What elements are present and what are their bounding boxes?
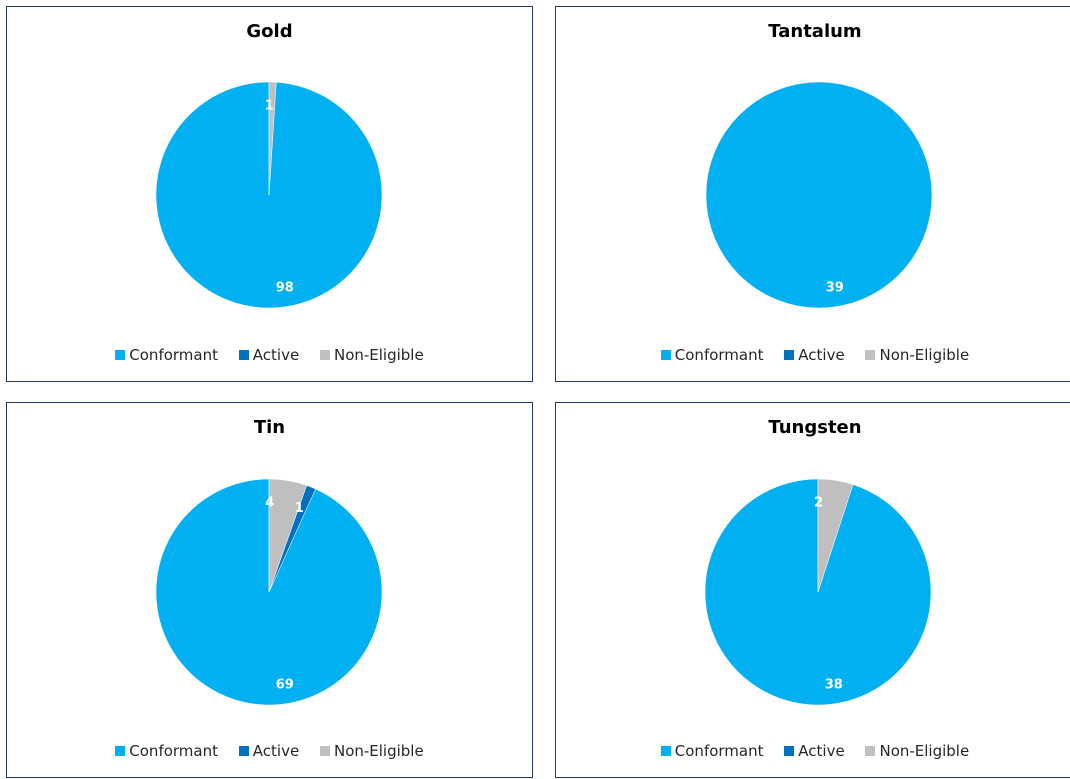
legend-item-conformant: Conformant: [115, 742, 218, 760]
legend-label: Non-Eligible: [333, 346, 424, 364]
legend-label: Conformant: [129, 346, 218, 364]
pie-slice-conformant: [705, 81, 933, 309]
legend-label: Conformant: [674, 346, 764, 364]
legend-swatch-active: [784, 350, 795, 360]
data-label: 1: [295, 501, 304, 516]
legend-swatch-active: [784, 746, 795, 756]
legend-item-non-eligible: Non-Eligible: [319, 346, 424, 364]
chart-legend: Conformant Active Non-Eligible: [556, 742, 1070, 760]
pie-slice-non-eligible: [268, 81, 277, 196]
legend-item-active: Active: [784, 742, 845, 760]
chart-title: Tungsten: [768, 417, 862, 438]
data-label: 39: [826, 281, 844, 296]
chart-panel-tin: Tin 69 1 4 Conformant Active Non-Eligible: [6, 402, 533, 778]
pie-chart-gold: 98 1: [155, 81, 383, 309]
legend-label: Non-Eligible: [879, 742, 970, 760]
pie-slice-non-eligible: [817, 478, 854, 593]
legend-item-non-eligible: Non-Eligible: [865, 742, 969, 760]
chart-legend: Conformant Active Non-Eligible: [7, 346, 532, 364]
legend-label: Non-Eligible: [879, 346, 970, 364]
legend-label: Conformant: [129, 742, 218, 760]
legend-label: Active: [252, 742, 300, 760]
legend-item-conformant: Conformant: [115, 346, 218, 364]
legend-swatch-non-eligible: [319, 350, 330, 360]
legend-swatch-non-eligible: [865, 746, 876, 756]
legend-swatch-conformant: [115, 350, 126, 360]
legend-item-non-eligible: Non-Eligible: [319, 742, 424, 760]
pie-chart-tantalum: 39: [705, 81, 933, 309]
legend-item-non-eligible: Non-Eligible: [865, 346, 969, 364]
data-label: 4: [265, 496, 274, 511]
chart-title: Tin: [253, 417, 286, 438]
chart-title: Gold: [246, 21, 293, 42]
pie-slice-non-eligible: [268, 478, 307, 593]
pie-chart-tungsten: 38 2: [704, 478, 932, 706]
legend-item-conformant: Conformant: [660, 742, 764, 760]
chart-legend: Conformant Active Non-Eligible: [7, 742, 532, 760]
chart-panel-tantalum: Tantalum 39 Conformant Active Non-Eligib…: [555, 6, 1070, 382]
legend-label: Active: [252, 346, 300, 364]
data-label: 2: [814, 496, 823, 511]
chart-legend: Conformant Active Non-Eligible: [556, 346, 1070, 364]
pie-slice-conformant: [704, 478, 932, 706]
pie-chart-tin: 69 1 4: [155, 478, 383, 706]
data-label: 1: [265, 99, 274, 114]
chart-panel-gold: Gold 98 1 Conformant Active Non-Eligible: [6, 6, 533, 382]
legend-label: Active: [798, 742, 845, 760]
chart-panel-tungsten: Tungsten 38 2 Conformant Active Non-Eligi…: [555, 402, 1070, 778]
legend-swatch-conformant: [660, 350, 671, 360]
legend-label: Conformant: [674, 742, 764, 760]
data-label: 98: [276, 281, 294, 296]
legend-swatch-conformant: [115, 746, 126, 756]
data-label: 69: [276, 678, 294, 693]
legend-label: Non-Eligible: [333, 742, 424, 760]
legend-swatch-non-eligible: [319, 746, 330, 756]
legend-swatch-active: [238, 746, 249, 756]
legend-swatch-conformant: [660, 746, 671, 756]
data-label: 38: [825, 678, 843, 693]
chart-title: Tantalum: [768, 21, 862, 42]
legend-swatch-active: [238, 350, 249, 360]
legend-item-conformant: Conformant: [660, 346, 764, 364]
legend-label: Active: [798, 346, 845, 364]
legend-item-active: Active: [238, 346, 300, 364]
legend-swatch-non-eligible: [865, 350, 876, 360]
legend-item-active: Active: [784, 346, 845, 364]
legend-item-active: Active: [238, 742, 300, 760]
